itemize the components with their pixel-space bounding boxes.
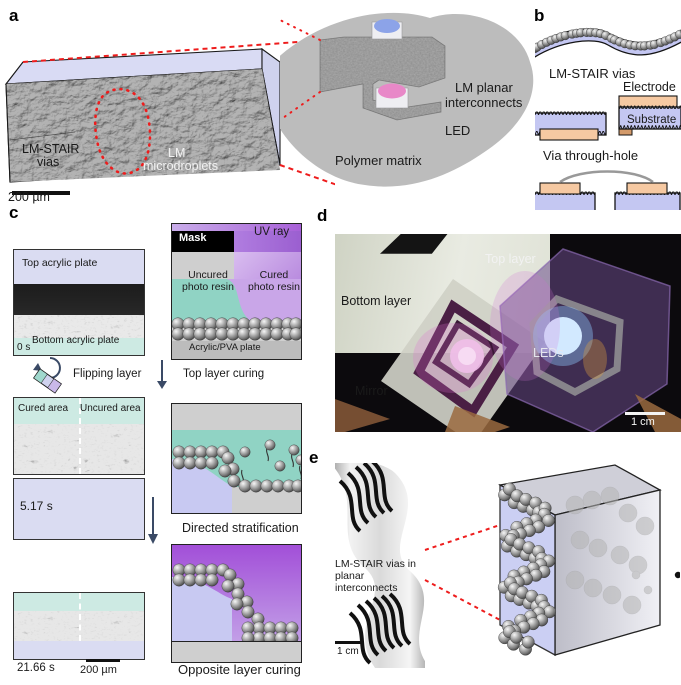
svg-text:Via through-hole: Via through-hole xyxy=(543,148,638,163)
svg-text:Electrode: Electrode xyxy=(623,80,676,94)
svg-text:LM-STAIR: LM-STAIR xyxy=(22,142,79,156)
svg-text:LM planar: LM planar xyxy=(455,80,513,95)
svg-text:Polymer matrix: Polymer matrix xyxy=(335,153,422,168)
svg-text:LM-STAIR vias: LM-STAIR vias xyxy=(549,66,636,81)
svg-text:vias: vias xyxy=(37,155,59,169)
svg-text:LED: LED xyxy=(445,123,470,138)
svg-text:Substrate: Substrate xyxy=(627,114,676,126)
svg-text:microdroplets: microdroplets xyxy=(143,159,218,173)
svg-text:interconnects: interconnects xyxy=(445,95,523,110)
svg-text:LM: LM xyxy=(168,146,185,160)
